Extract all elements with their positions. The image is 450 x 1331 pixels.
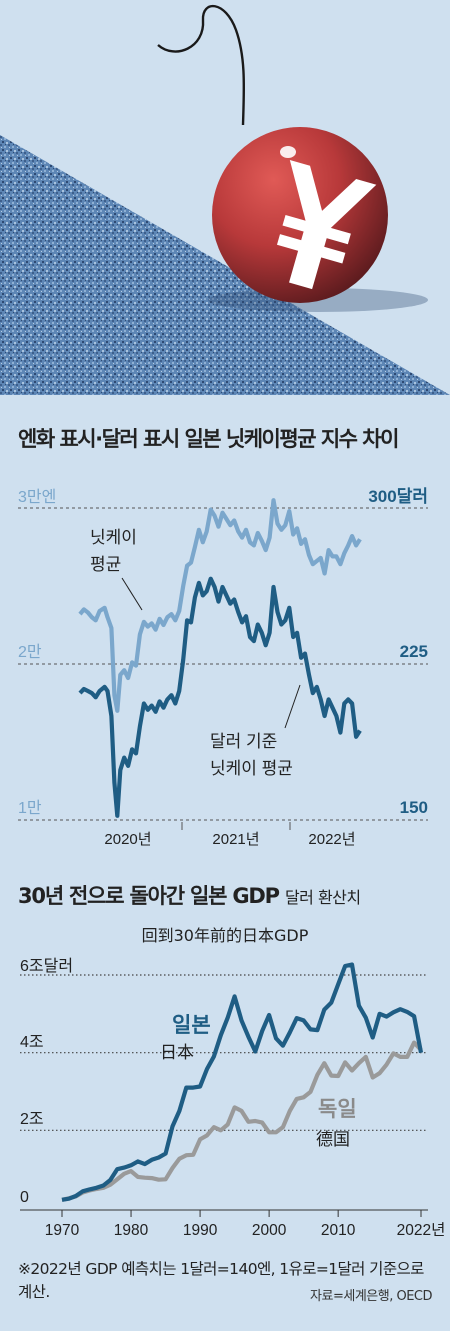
chart2-x-tick-5: 2022년 (397, 1221, 446, 1239)
y-tick-2: 2조 (20, 1111, 44, 1128)
y-tick-6: 6조달러 (20, 957, 73, 975)
chart2-x-tick-3: 2000 (252, 1222, 287, 1239)
label-japan-zh: 日本 (160, 1043, 194, 1062)
chart1-series-0 (78, 498, 362, 713)
chart1-lines (78, 498, 362, 818)
chart2-title: 30년 전으로 돌아간 일본 GDP 달러 환산치 (18, 880, 361, 910)
x-tick-2021: 2021년 (212, 831, 259, 848)
label-germany-zh: 德国 (316, 1130, 350, 1149)
y-tick-0: 0 (20, 1189, 29, 1206)
chart2-series-1 (61, 1040, 423, 1202)
chart2-gdp: 6조달러 4조 2조 0 1970 1980 1990 2000 2010 2022년 일… (20, 957, 446, 1239)
yen-ball (212, 127, 388, 303)
chart2-title-main: 30년 전으로 돌아간 일본 GDP (18, 884, 280, 908)
chart2-x-ticks: 1970 1980 1990 2000 2010 2022년 (45, 1210, 446, 1239)
annotation-nikkei-line2: 평균 (90, 555, 121, 574)
annotation-dollar-line2: 닛케이 평균 (210, 759, 293, 778)
chart1-grid (18, 507, 428, 821)
label-japan: 일본 (172, 1014, 211, 1037)
chart1-nikkei: 3만엔 2만 1만 300달러 225 150 2020년 2021년 2022… (18, 486, 428, 848)
annotation-dollar-leader (284, 684, 301, 729)
left-tick-10000: 1만 (18, 799, 42, 817)
y-tick-4: 4조 (20, 1034, 44, 1051)
source: 자료=세계은행, OECD (310, 1289, 432, 1304)
chart2-x-tick-2: 1990 (183, 1222, 218, 1239)
chart2-x-tick-1: 1980 (114, 1222, 149, 1239)
x-tick-2020: 2020년 (104, 831, 151, 848)
right-tick-225: 225 (400, 642, 428, 661)
x-tick-2022: 2022년 (308, 831, 355, 848)
chart2-subtitle: 回到30年前的日本GDP (141, 926, 309, 945)
label-germany: 독일 (318, 1098, 357, 1121)
hero-illustration (0, 4, 450, 395)
chart2-series-0 (61, 962, 424, 1202)
chart1-title: 엔화 표시·달러 표시 일본 닛케이평균 지수 차이 (18, 427, 399, 451)
chart2-x-tick-0: 1970 (45, 1222, 80, 1239)
chart2-x-tick-4: 2010 (321, 1222, 356, 1239)
annotation-nikkei-leader (121, 577, 143, 611)
right-tick-300: 300달러 (368, 486, 428, 506)
footnote: ※2022년 GDP 예측치는 1달러=140엔, 1유로=1달러 기준으로 계… (18, 1260, 424, 1301)
ball-highlight (280, 146, 296, 158)
left-tick-30000: 3만엔 (18, 488, 56, 506)
chart2-title-suffix: 달러 환산치 (284, 888, 361, 907)
string (157, 4, 246, 126)
chart1-series-1 (78, 576, 362, 818)
yen-icon (276, 159, 377, 290)
chart2-lines (61, 962, 424, 1202)
slope (0, 135, 450, 395)
chart2-grid (20, 974, 428, 1211)
left-tick-20000: 2만 (18, 643, 42, 661)
right-tick-150: 150 (400, 798, 428, 817)
annotation-dollar-line1: 달러 기준 (210, 732, 277, 751)
annotation-nikkei-line1: 닛케이 (90, 528, 137, 547)
